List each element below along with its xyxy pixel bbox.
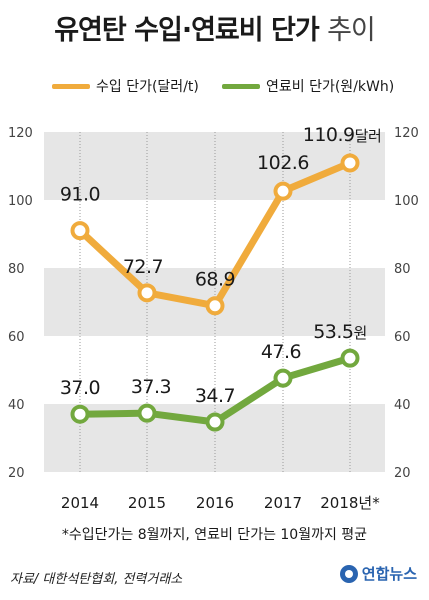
data-point-1	[340, 348, 360, 368]
legend: 수입 단가(달러/t) 연료비 단가(원/kWh)	[0, 76, 429, 96]
y-tick-label-left: 60	[8, 330, 25, 345]
data-point-0	[273, 181, 293, 201]
logo-icon	[339, 564, 358, 583]
data-label: 110.9달러	[303, 124, 382, 146]
title-tail: 추이	[327, 15, 376, 46]
data-label: 37.0	[60, 377, 100, 399]
data-point-0	[340, 153, 360, 173]
y-tick-label-left: 80	[8, 262, 25, 277]
source-note: 자료/ 대한석탄협회, 전력거래소	[10, 572, 183, 587]
y-tick-label-right: 60	[394, 330, 411, 345]
legend-item-import: 수입 단가(달러/t)	[52, 76, 199, 96]
y-tick-label-left: 120	[8, 126, 33, 141]
data-label: 72.7	[123, 256, 163, 278]
data-label: 37.3	[131, 376, 171, 398]
data-label: 68.9	[195, 269, 235, 291]
data-point-0	[205, 296, 225, 316]
data-label: 53.5원	[313, 321, 367, 343]
y-tick-label-right: 100	[394, 194, 419, 209]
data-point-0	[137, 283, 157, 303]
x-tick-label: 2018년*	[320, 494, 380, 512]
data-label: 47.6	[261, 341, 301, 363]
y-tick-label-left: 100	[8, 194, 33, 209]
x-tick-label: 2017	[264, 494, 302, 512]
legend-label-import: 수입 단가(달러/t)	[96, 79, 199, 95]
y-tick-label-right: 80	[394, 262, 411, 277]
data-point-1	[137, 403, 157, 423]
y-tick-label-right: 20	[394, 466, 411, 481]
x-tick-label: 2014	[61, 494, 99, 512]
y-tick-label-right: 40	[394, 398, 411, 413]
data-point-1	[205, 412, 225, 432]
publisher-logo: 연합뉴스	[339, 563, 417, 584]
legend-swatch-import	[52, 83, 90, 89]
data-label: 102.6	[257, 152, 309, 174]
x-tick-label: 2015	[128, 494, 166, 512]
logo-name: 연합뉴스	[361, 565, 417, 583]
y-tick-label-left: 40	[8, 398, 25, 413]
y-tick-label-right: 120	[394, 126, 419, 141]
data-label: 34.7	[195, 385, 235, 407]
data-point-1	[273, 368, 293, 388]
x-tick-label: 2016	[196, 494, 234, 512]
chart-title: 유연탄 수입·연료비 단가 추이	[0, 8, 429, 47]
data-point-0	[70, 221, 90, 241]
footnote: *수입단가는 8월까지, 연료비 단가는 10월까지 평균	[61, 527, 368, 543]
data-point-1	[70, 404, 90, 424]
legend-swatch-fuel	[222, 83, 260, 89]
legend-item-fuel: 연료비 단가(원/kWh)	[222, 76, 394, 96]
legend-label-fuel: 연료비 단가(원/kWh)	[266, 79, 395, 95]
data-label: 91.0	[60, 184, 100, 206]
data-label-unit: 원	[354, 324, 367, 342]
title-main: 유연탄 수입·연료비 단가	[54, 15, 319, 46]
data-label-unit: 달러	[355, 127, 382, 145]
y-tick-label-left: 20	[8, 466, 25, 481]
